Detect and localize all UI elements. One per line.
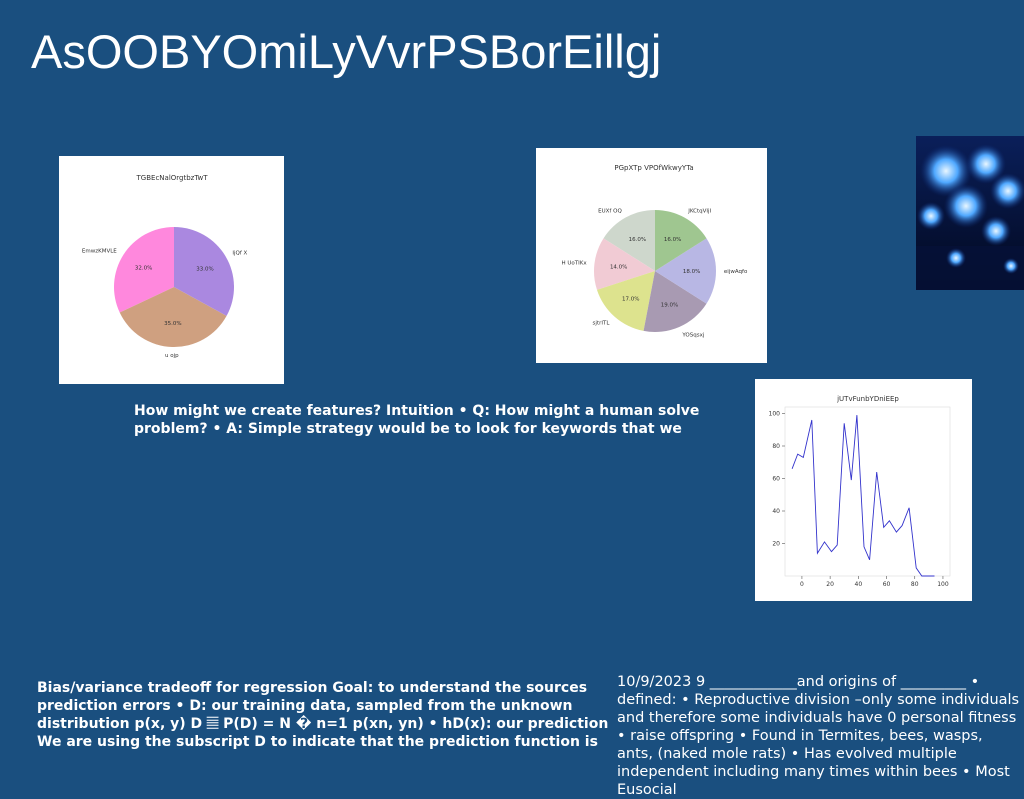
pie-chart-1: TGBEcNalOrgtbzTwT 32.0% EmwzKMVLE 35.0% u o… [59, 156, 284, 384]
line-chart: jUTvFunbYDniEEp 0 20 40 60 80 100 20 40 60 80 100 [755, 379, 972, 601]
pie-1-value-label-4: 18.0% [683, 269, 700, 275]
line-chart-ytick-label-3: 80 [772, 443, 780, 450]
pie-1-slice-1 [594, 238, 655, 290]
pie-0-label-1: u ojp [165, 353, 179, 359]
pie-1-slice-0 [603, 210, 655, 271]
line-chart-xtick-label-0: 0 [800, 581, 804, 588]
pie-chart-1-title: TGBEcNalOrgtbzTwT [136, 174, 209, 182]
pie-1-value-label-2: 17.0% [622, 296, 639, 302]
pie-0-value-label-0: 32.0% [135, 266, 152, 272]
pie-chart-2: PGpXTp VPOfWkwyYTa 16.0% EUXf OQ 14.0% H Uo… [536, 148, 767, 363]
intuition-text: How might we create features? Intuition … [134, 403, 700, 437]
pie-0-label-0: EmwzKMVLE [82, 249, 117, 255]
pie-0-slice-2 [174, 227, 235, 316]
pie-1-slice-5 [655, 210, 707, 271]
line-chart-series [791, 415, 935, 577]
concert-photo [916, 136, 1024, 290]
pie-1-value-label-5: 16.0% [664, 237, 681, 243]
line-chart-ytick-label-2: 60 [772, 476, 780, 483]
pie-1-value-label-0: 16.0% [629, 237, 646, 243]
pie-1-value-label-3: 19.0% [661, 303, 678, 309]
line-chart-svg: jUTvFunbYDniEEp 0 20 40 60 80 100 20 40 60 80 100 [769, 395, 951, 588]
pie-chart-2-svg: PGpXTp VPOfWkwyYTa 16.0% EUXf OQ 14.0% H Uo… [561, 164, 748, 338]
pie-0-value-label-1: 35.0% [164, 321, 181, 327]
pie-0-value-label-2: 33.0% [196, 267, 213, 273]
pie-1-label-5: JKCtqVIjI [687, 209, 711, 215]
line-chart-ytick-label-1: 40 [772, 508, 780, 515]
line-chart-xtick-label-4: 80 [911, 581, 919, 588]
pie-1-value-label-1: 14.0% [610, 264, 627, 270]
slide-title: AsOOBYOmiLyVvrPSBorEillgj [31, 25, 662, 78]
pie-0-slice-0 [113, 227, 174, 313]
pie-1-label-4: eijwAqfo [724, 269, 748, 275]
pie-1-label-1: H UoTIKx [561, 260, 587, 266]
line-chart-xtick-label-3: 60 [883, 581, 891, 588]
line-chart-title: jUTvFunbYDniEEp [836, 395, 899, 403]
line-chart-xtick-label-5: 100 [937, 581, 949, 588]
pie-1-slice-2 [596, 271, 655, 331]
pie-chart-2-title: PGpXTp VPOfWkwyYTa [614, 164, 693, 172]
pie-1-label-3: YOSqsxj [681, 332, 704, 338]
pie-0-label-2: IjQf X [232, 250, 247, 256]
bias-variance-text: Bias/variance tradeoff for regression Go… [37, 680, 609, 750]
pie-1-slice-4 [655, 238, 716, 304]
line-chart-ytick-label-0: 20 [772, 541, 780, 548]
line-chart-ytick-label-4: 100 [769, 411, 781, 418]
pie-1-slice-3 [643, 271, 707, 332]
pie-chart-1-svg: TGBEcNalOrgtbzTwT 32.0% EmwzKMVLE 35.0% u o… [82, 174, 248, 359]
line-chart-xtick-label-2: 40 [855, 581, 863, 588]
eusocial-text: 10/9/2023 9 ____________and origins of _… [617, 674, 1020, 798]
line-chart-xtick-label-1: 20 [826, 581, 834, 588]
line-chart-frame [784, 406, 951, 577]
pie-1-label-2: sjtrITL [593, 321, 611, 327]
pie-1-label-0: EUXf OQ [598, 209, 622, 215]
pie-0-slice-1 [119, 287, 227, 347]
